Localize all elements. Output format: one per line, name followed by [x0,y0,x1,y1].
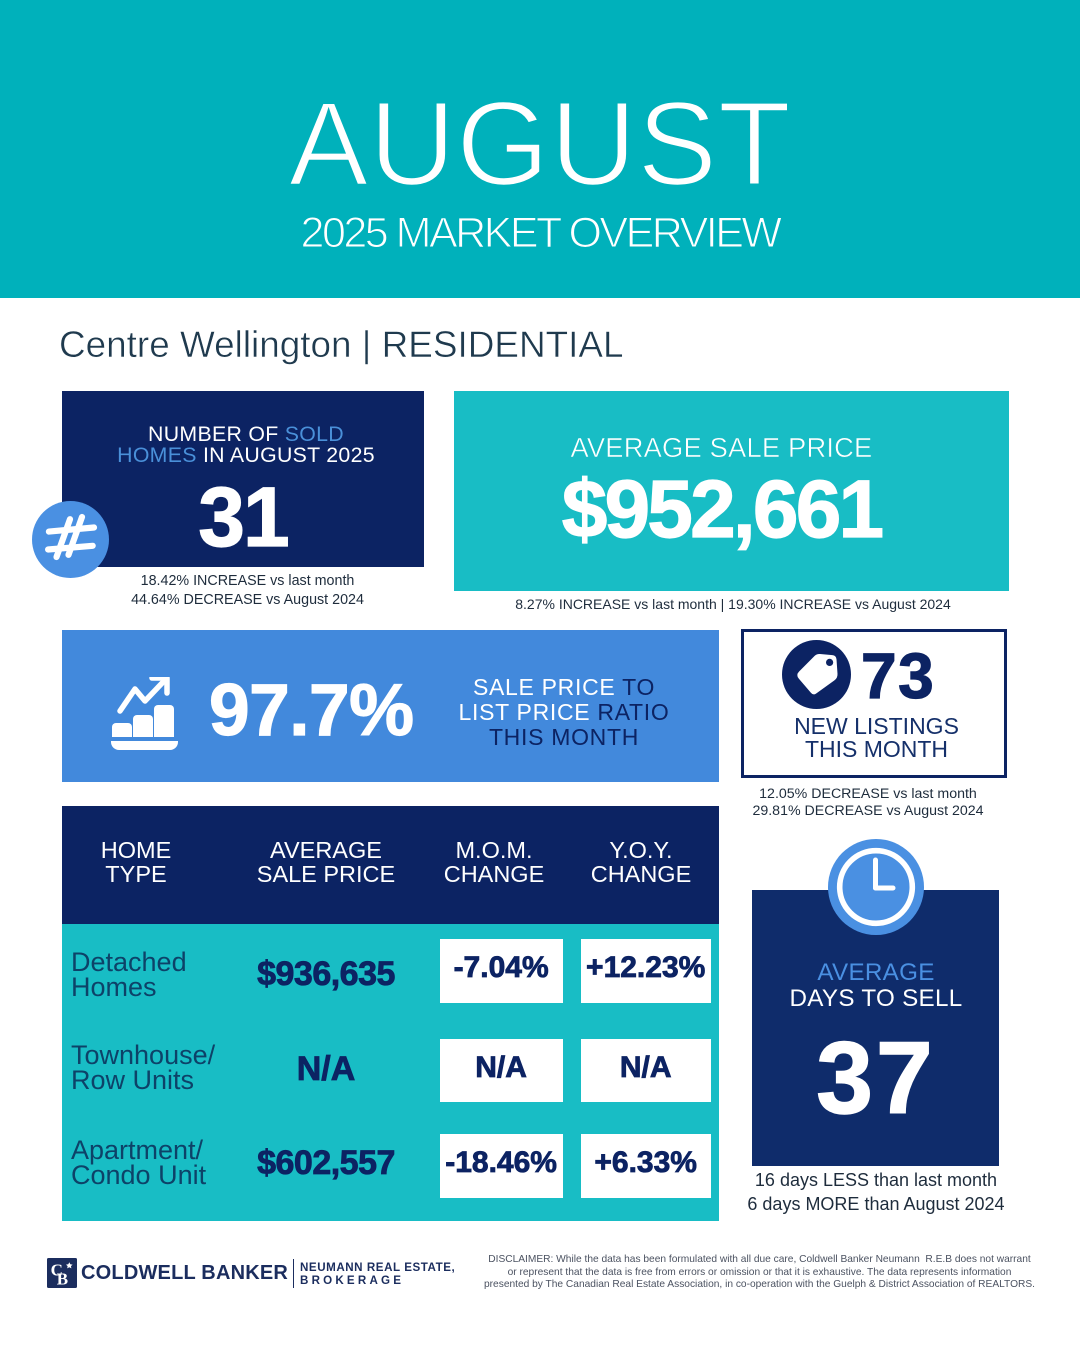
svg-text:C: C [50,1260,62,1279]
svg-text:B: B [56,1269,67,1288]
